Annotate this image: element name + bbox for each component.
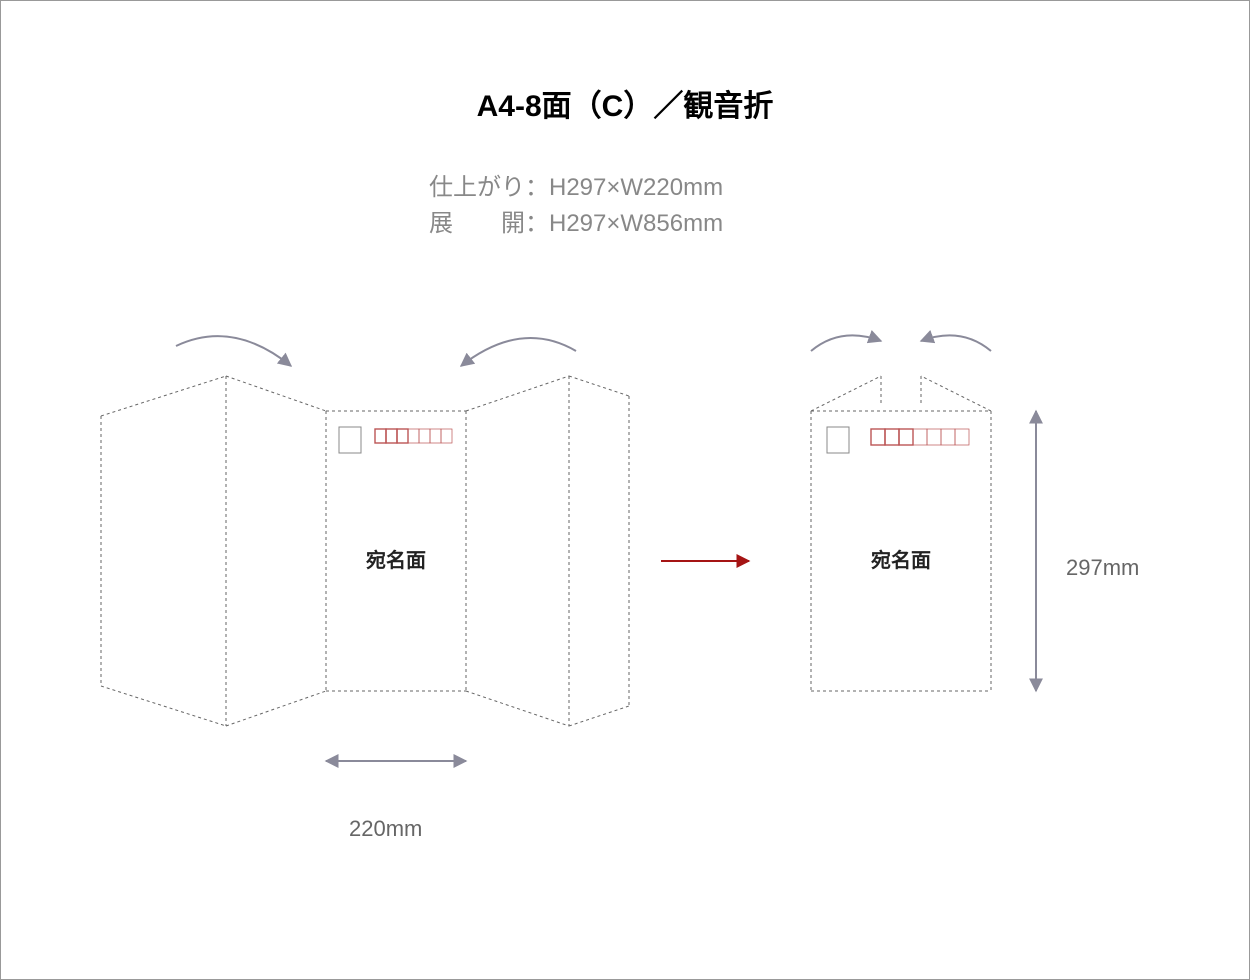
fold-diagram: 宛名面 宛名面 — [1, 311, 1250, 911]
panel-label-left: 宛名面 — [365, 548, 426, 572]
page-title: A4-8面（C）／観音折 — [1, 81, 1249, 125]
height-dimension-label: 297mm — [1066, 555, 1139, 581]
diagram-frame: A4-8面（C）／観音折 仕上がり ：H297×W220mm 展 開 ：H297… — [0, 0, 1250, 980]
spec-value: ：H297×W220mm — [525, 167, 723, 202]
spec-label: 展 開 — [429, 203, 525, 238]
width-dimension-label: 220mm — [349, 816, 422, 842]
spec-value: ：H297×W856mm — [525, 203, 723, 238]
spec-row-finished: 仕上がり ：H297×W220mm — [429, 167, 723, 202]
spec-label: 仕上がり — [429, 167, 525, 202]
panel-label-right: 宛名面 — [870, 548, 931, 572]
spec-row-unfolded: 展 開 ：H297×W856mm — [429, 203, 723, 238]
